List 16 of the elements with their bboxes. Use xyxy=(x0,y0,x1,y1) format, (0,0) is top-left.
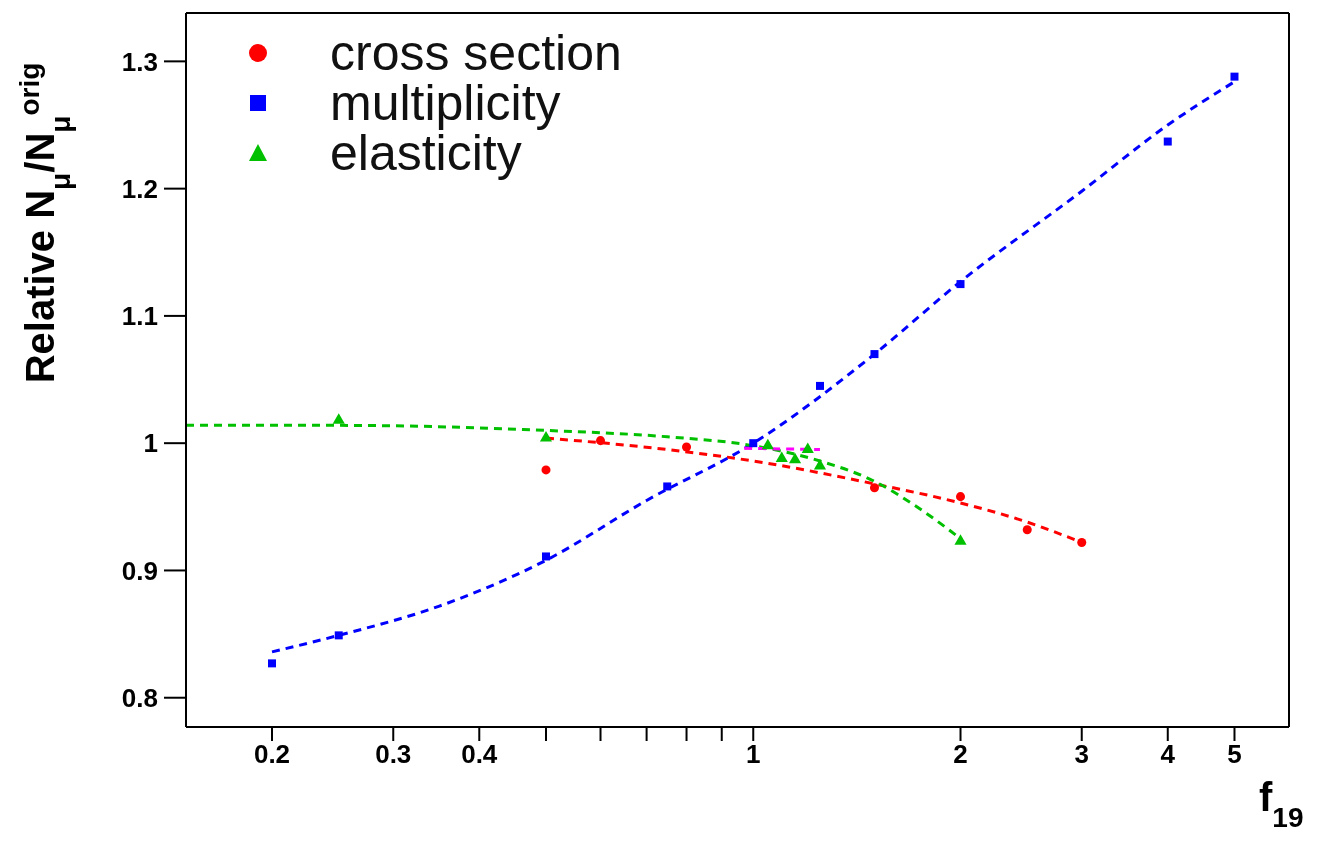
y-tick-label: 1.3 xyxy=(121,46,158,77)
y-tick-label: 1.1 xyxy=(121,301,158,332)
x-axis-title: f$_{19}$ xyxy=(1259,775,1304,833)
y-tick-label: 1 xyxy=(143,428,158,459)
x-tick-label: 4 xyxy=(1160,739,1176,770)
x-tick-label: 0.4 xyxy=(461,739,498,770)
y-tick-label: 1.2 xyxy=(121,173,158,204)
x-tick-label: 1 xyxy=(746,739,761,770)
x-tick-label: 0.2 xyxy=(253,739,291,770)
x-tick-label: 5 xyxy=(1227,739,1242,770)
x-tick-label: 0.3 xyxy=(375,739,412,770)
x-tick-label: 3 xyxy=(1074,739,1089,770)
x-tick-label: 2 xyxy=(953,739,968,770)
legend-label: cross section xyxy=(330,25,622,81)
y-tick-label: 0.8 xyxy=(121,682,158,713)
y-tick-label: 0.9 xyxy=(121,555,158,586)
